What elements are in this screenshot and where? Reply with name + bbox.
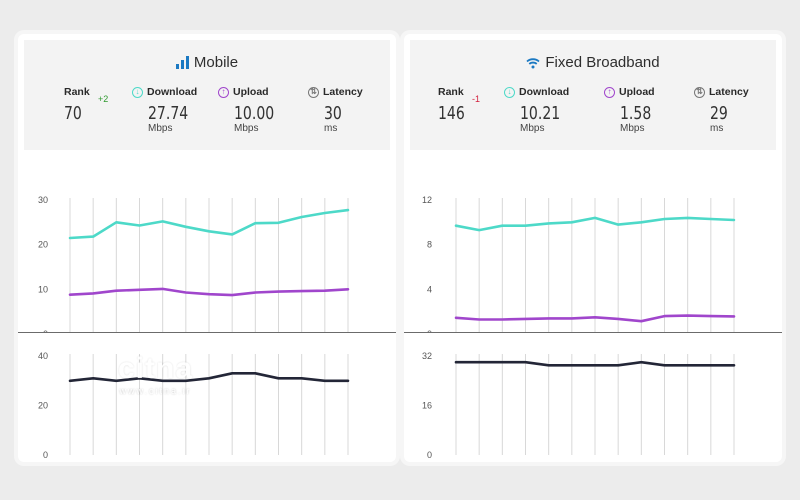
- download-metric: ↓ Download 27.74 Mbps: [132, 86, 212, 134]
- upload-unit: Mbps: [620, 123, 645, 134]
- fixed-header: Fixed Broadband Rank 146 -1 ↓ Download 10…: [410, 40, 776, 150]
- download-label: Download: [147, 86, 198, 98]
- rank-metric: Rank 70 +2: [64, 86, 144, 124]
- series-line-download: [68, 208, 350, 240]
- fixed-broadband-panel: Fixed Broadband Rank 146 -1 ↓ Download 10…: [404, 34, 782, 462]
- signal-bars-icon: [175, 56, 189, 73]
- y-tick-label: 0: [427, 450, 432, 460]
- wifi-icon: [526, 56, 540, 73]
- download-value: 10.21: [520, 103, 561, 124]
- upload-value: 1.58: [620, 103, 652, 124]
- mobile-header: Mobile Rank 70 +2 ↓ Download 27.74 Mbps ↑…: [24, 40, 390, 150]
- latency-label: Latency: [323, 86, 363, 98]
- watermark-brand: citna: [118, 352, 194, 385]
- y-tick-label: 0: [43, 450, 48, 460]
- upload-label: Upload: [233, 86, 269, 98]
- arrow-down-icon: ↓: [132, 87, 143, 98]
- rank-value: 146: [438, 103, 465, 124]
- mobile-panel: Mobile Rank 70 +2 ↓ Download 27.74 Mbps ↑…: [18, 34, 396, 462]
- latency-unit: ms: [324, 123, 338, 134]
- arrow-up-icon: ↑: [218, 87, 229, 98]
- arrow-down-icon: ↓: [504, 87, 515, 98]
- upload-metric: ↑ Upload 1.58 Mbps: [604, 86, 684, 134]
- upload-metric: ↑ Upload 10.00 Mbps: [218, 86, 298, 134]
- series-line-download: [454, 216, 736, 232]
- y-tick-label: 40: [38, 351, 48, 361]
- series-line-upload: [68, 287, 350, 297]
- fixed-latency-chart: 0163207 / 202107 / 2022: [422, 351, 736, 460]
- fixed-title: Fixed Broadband: [410, 54, 776, 73]
- download-label: Download: [519, 86, 570, 98]
- divider: [18, 332, 396, 333]
- latency-metric: ⇅ Latency 29 ms: [694, 86, 774, 134]
- y-tick-label: 32: [422, 351, 432, 361]
- latency-arrows-icon: ⇅: [694, 87, 705, 98]
- watermark: citna www.citna.ir: [118, 352, 193, 396]
- mobile-latency-chart: 0204007 / 202107 / 2022: [38, 351, 350, 460]
- rank-label: Rank: [438, 86, 464, 98]
- latency-label: Latency: [709, 86, 749, 98]
- rank-label: Rank: [64, 86, 90, 98]
- y-tick-label: 20: [38, 240, 48, 250]
- rank-delta: +2: [98, 94, 109, 104]
- download-unit: Mbps: [520, 123, 545, 134]
- download-unit: Mbps: [148, 123, 173, 134]
- latency-value: 29: [710, 103, 728, 124]
- mobile-speed-chart: 0 10 20 30: [38, 195, 350, 332]
- watermark-url: www.citna.ir: [119, 386, 192, 396]
- download-metric: ↓ Download 10.21 Mbps: [504, 86, 584, 134]
- y-tick-label: 16: [422, 401, 432, 411]
- fixed-speed-chart: 0 4 8 12: [422, 195, 736, 332]
- y-tick-label: 12: [422, 195, 432, 205]
- series-line-upload: [454, 314, 736, 323]
- divider: [404, 332, 782, 333]
- y-tick-label: 30: [38, 195, 48, 205]
- arrow-up-icon: ↑: [604, 87, 615, 98]
- y-tick-label: 4: [427, 284, 432, 294]
- y-tick-label: 10: [38, 284, 48, 294]
- download-value: 27.74: [148, 103, 189, 124]
- series-line-latency: [454, 360, 736, 367]
- mobile-title: Mobile: [24, 54, 390, 73]
- y-tick-label: 20: [38, 401, 48, 411]
- upload-unit: Mbps: [234, 123, 259, 134]
- latency-metric: ⇅ Latency 30 ms: [308, 86, 388, 134]
- upload-label: Upload: [619, 86, 655, 98]
- y-tick-label: 0: [427, 329, 432, 332]
- latency-arrows-icon: ⇅: [308, 87, 319, 98]
- rank-value: 70: [64, 103, 82, 124]
- y-tick-label: 0: [43, 329, 48, 332]
- series-line-latency: [68, 371, 350, 383]
- latency-value: 30: [324, 103, 342, 124]
- rank-metric: Rank 146 -1: [438, 86, 518, 124]
- rank-delta: -1: [472, 94, 481, 104]
- upload-value: 10.00: [234, 103, 275, 124]
- latency-unit: ms: [710, 123, 724, 134]
- y-tick-label: 8: [427, 240, 432, 250]
